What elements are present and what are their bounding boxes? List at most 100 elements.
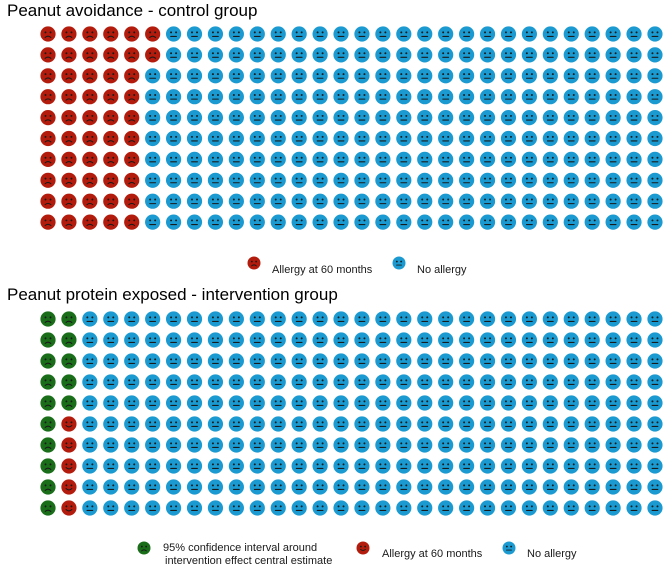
waffle-cell-no-allergy [291, 395, 307, 411]
waffle-cell-no-allergy [584, 26, 600, 42]
waffle-cell-no-allergy [459, 214, 475, 230]
waffle-cell-no-allergy [145, 353, 161, 369]
waffle-cell-no-allergy [207, 416, 224, 432]
waffle-cell-no-allergy [459, 479, 475, 495]
waffle-cell-no-allergy [249, 311, 265, 327]
waffle-cell-allergy [61, 151, 77, 167]
waffle-cell-no-allergy [500, 332, 517, 348]
waffle-cell-no-allergy [563, 500, 579, 516]
waffle-cell-no-allergy [605, 151, 621, 167]
waffle-cell-no-allergy [145, 416, 161, 432]
waffle-cell-no-allergy [270, 68, 286, 84]
waffle-cell-allergy [124, 172, 140, 188]
waffle-cell-no-allergy [186, 437, 203, 453]
waffle-cell-allergy [61, 172, 77, 188]
waffle-cell-no-allergy [207, 172, 224, 188]
waffle-cell-allergy [145, 26, 161, 42]
waffle-cell-no-allergy [605, 47, 621, 63]
waffle-cell-no-allergy [312, 311, 328, 327]
waffle-cell-no-allergy [563, 214, 579, 230]
waffle-cell-no-allergy [312, 395, 328, 411]
waffle-cell-no-allergy [521, 130, 537, 147]
waffle-cell-no-allergy [417, 311, 433, 327]
waffle-cell-allergy [103, 89, 119, 105]
waffle-cell-no-allergy [333, 416, 349, 432]
waffle-cell-no-allergy [605, 479, 621, 495]
waffle-cell-no-allergy [291, 151, 307, 167]
waffle-cell-no-allergy [375, 416, 391, 432]
waffle-cell-allergy [61, 68, 77, 84]
waffle-cell-no-allergy [459, 26, 475, 42]
waffle-cell-no-allergy [82, 353, 98, 369]
waffle-cell-no-allergy [417, 437, 433, 453]
waffle-cell-no-allergy [459, 437, 475, 453]
waffle-cell-no-allergy [291, 130, 307, 147]
waffle-cell-no-allergy [542, 395, 558, 411]
legend-neutral-face-icon [502, 541, 516, 555]
waffle-cell-no-allergy [375, 89, 391, 105]
waffle-cell-no-allergy [333, 214, 349, 230]
waffle-cell-allergy [61, 500, 77, 516]
waffle-cell-allergy [40, 89, 56, 105]
waffle-cell-no-allergy [500, 172, 517, 188]
waffle-cell-no-allergy [584, 416, 600, 432]
waffle-cell-no-allergy [270, 47, 286, 63]
waffle-cell-no-allergy [207, 193, 224, 209]
waffle-cell-no-allergy [165, 110, 182, 126]
waffle-cell-no-allergy [459, 130, 475, 147]
waffle-cell-no-allergy [479, 193, 496, 209]
waffle-cell-no-allergy [396, 332, 412, 348]
waffle-cell-no-allergy [396, 151, 412, 167]
waffle-cell-no-allergy [333, 68, 349, 84]
waffle-cell-no-allergy [375, 151, 391, 167]
waffle-cell-no-allergy [333, 26, 349, 42]
waffle-cell-no-allergy [584, 458, 600, 474]
waffle-cell-no-allergy [542, 332, 558, 348]
waffle-cell-no-allergy [417, 26, 433, 42]
waffle-cell-no-allergy [145, 151, 161, 167]
waffle-cell-no-allergy [459, 68, 475, 84]
waffle-cell-no-allergy [82, 458, 98, 474]
waffle-cell-no-allergy [333, 395, 349, 411]
waffle-cell-no-allergy [542, 214, 558, 230]
waffle-cell-no-allergy [500, 110, 517, 126]
waffle-cell-no-allergy [542, 130, 558, 147]
waffle-cell-no-allergy [563, 416, 579, 432]
waffle-cell-no-allergy [396, 110, 412, 126]
waffle-cell-no-allergy [228, 479, 244, 495]
waffle-cell-no-allergy [542, 416, 558, 432]
waffle-cell-no-allergy [186, 214, 203, 230]
waffle-cell-no-allergy [500, 193, 517, 209]
waffle-cell-no-allergy [82, 416, 98, 432]
waffle-cell-no-allergy [124, 311, 140, 327]
waffle-cell-allergy [103, 26, 119, 42]
waffle-cell-no-allergy [165, 89, 182, 105]
waffle-cell-ci [40, 500, 56, 516]
waffle-cell-no-allergy [417, 172, 433, 188]
waffle-cell-no-allergy [249, 68, 265, 84]
waffle-cell-no-allergy [563, 479, 579, 495]
waffle-cell-allergy [103, 47, 119, 63]
waffle-cell-no-allergy [605, 353, 621, 369]
waffle-cell-no-allergy [417, 193, 433, 209]
waffle-cell-no-allergy [647, 26, 663, 42]
waffle-cell-no-allergy [291, 479, 307, 495]
waffle-cell-no-allergy [354, 172, 370, 188]
waffle-cell-no-allergy [542, 26, 558, 42]
waffle-cell-no-allergy [186, 172, 203, 188]
waffle-cell-no-allergy [270, 214, 286, 230]
waffle-cell-no-allergy [228, 311, 244, 327]
waffle-cell-no-allergy [584, 110, 600, 126]
waffle-cell-no-allergy [396, 395, 412, 411]
waffle-cell-no-allergy [459, 458, 475, 474]
waffle-cell-allergy [124, 130, 140, 147]
waffle-cell-no-allergy [249, 26, 265, 42]
chart-title-control: Peanut avoidance - control group [7, 1, 258, 20]
waffle-cell-no-allergy [605, 332, 621, 348]
waffle-cell-no-allergy [500, 437, 517, 453]
waffle-cell-no-allergy [103, 416, 119, 432]
waffle-cell-no-allergy [291, 89, 307, 105]
waffle-cell-no-allergy [103, 311, 119, 327]
waffle-cell-no-allergy [479, 172, 496, 188]
